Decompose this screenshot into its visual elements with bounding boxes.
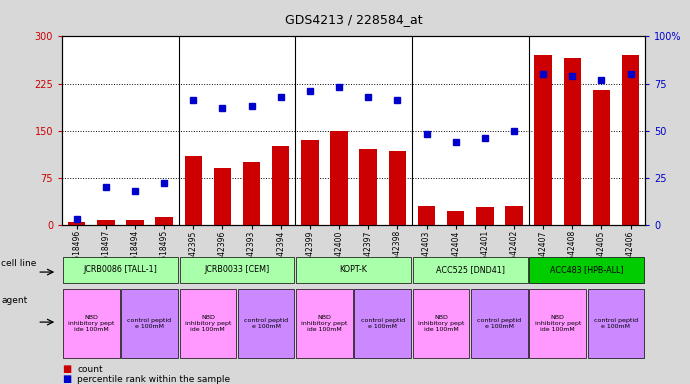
Bar: [68, 222, 86, 225]
Bar: [243, 162, 260, 225]
Bar: [588, 289, 644, 358]
Bar: [184, 156, 202, 225]
Text: NBD
inhibitory pept
ide 100mM: NBD inhibitory pept ide 100mM: [302, 315, 348, 332]
Text: ACC483 [HPB-ALL]: ACC483 [HPB-ALL]: [550, 265, 624, 274]
Text: control peptid
e 100mM: control peptid e 100mM: [128, 318, 172, 329]
Text: count: count: [77, 365, 103, 374]
Text: NBD
inhibitory pept
ide 100mM: NBD inhibitory pept ide 100mM: [418, 315, 464, 332]
Bar: [593, 90, 610, 225]
Bar: [301, 140, 319, 225]
Text: ■: ■: [62, 374, 71, 384]
Bar: [126, 220, 144, 225]
Text: JCRB0033 [CEM]: JCRB0033 [CEM]: [204, 265, 270, 274]
Bar: [413, 257, 528, 283]
Bar: [359, 149, 377, 225]
Text: control peptid
e 100mM: control peptid e 100mM: [594, 318, 638, 329]
Bar: [63, 257, 178, 283]
Bar: [121, 289, 178, 358]
Text: percentile rank within the sample: percentile rank within the sample: [77, 375, 230, 384]
Bar: [97, 220, 115, 225]
Bar: [413, 289, 469, 358]
Text: ■: ■: [62, 364, 71, 374]
Bar: [296, 289, 353, 358]
Text: agent: agent: [1, 296, 28, 305]
Bar: [476, 207, 493, 225]
Bar: [447, 211, 464, 225]
Bar: [214, 168, 231, 225]
Text: ACC525 [DND41]: ACC525 [DND41]: [436, 265, 505, 274]
Text: KOPT-K: KOPT-K: [339, 265, 368, 274]
Bar: [179, 289, 236, 358]
Bar: [417, 206, 435, 225]
Text: cell line: cell line: [1, 259, 37, 268]
Bar: [296, 257, 411, 283]
Bar: [529, 257, 644, 283]
Text: control peptid
e 100mM: control peptid e 100mM: [477, 318, 522, 329]
Bar: [564, 58, 581, 225]
Bar: [529, 289, 586, 358]
Text: NBD
inhibitory pept
ide 100mM: NBD inhibitory pept ide 100mM: [535, 315, 581, 332]
Bar: [505, 206, 523, 225]
Text: control peptid
e 100mM: control peptid e 100mM: [244, 318, 288, 329]
Text: NBD
inhibitory pept
ide 100mM: NBD inhibitory pept ide 100mM: [68, 315, 115, 332]
Text: GDS4213 / 228584_at: GDS4213 / 228584_at: [285, 13, 422, 26]
Bar: [272, 146, 290, 225]
Bar: [331, 131, 348, 225]
Bar: [238, 289, 295, 358]
Text: JCRB0086 [TALL-1]: JCRB0086 [TALL-1]: [83, 265, 157, 274]
Bar: [622, 55, 640, 225]
Bar: [355, 289, 411, 358]
Bar: [534, 55, 552, 225]
Bar: [471, 289, 528, 358]
Bar: [388, 151, 406, 225]
Text: control peptid
e 100mM: control peptid e 100mM: [361, 318, 405, 329]
Bar: [155, 217, 173, 225]
Text: NBD
inhibitory pept
ide 100mM: NBD inhibitory pept ide 100mM: [185, 315, 231, 332]
Bar: [63, 289, 119, 358]
Bar: [179, 257, 295, 283]
